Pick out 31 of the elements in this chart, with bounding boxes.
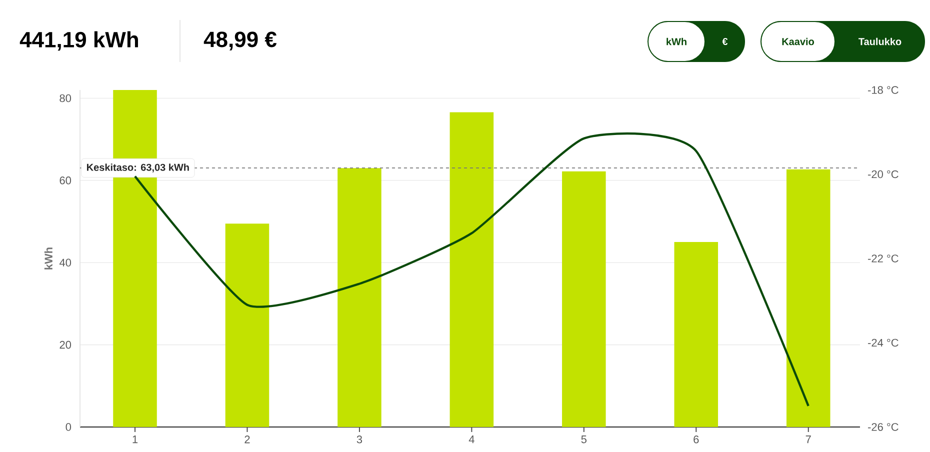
y2-tick-label: -18 °C xyxy=(868,86,898,94)
x-tick-label: 5 xyxy=(581,436,586,444)
bar xyxy=(562,171,606,427)
bar xyxy=(450,112,494,427)
x-tick-label: 3 xyxy=(356,436,362,444)
y-tick-label: 20 xyxy=(60,340,72,349)
y-tick-label: 80 xyxy=(60,94,72,102)
ref-line-label: Keskitaso: 63,03 kWh xyxy=(87,164,189,172)
y2-tick-label: -24 °C xyxy=(868,338,898,347)
chart-title: 441,19 kWh xyxy=(20,31,138,51)
y2-tick-label: -26 °C xyxy=(868,423,898,431)
x-tick-label: 6 xyxy=(694,436,699,444)
text: € xyxy=(722,38,728,46)
x-tick-label: 7 xyxy=(806,436,811,444)
text: Taulukko xyxy=(858,38,902,46)
y2-tick-label: -20 °C xyxy=(868,170,898,178)
bar xyxy=(786,169,830,427)
text: Kaavio xyxy=(782,38,814,46)
x-tick-label: 1 xyxy=(132,436,138,444)
chart-subtitle: 48,99 € xyxy=(204,32,277,50)
y-axis-title: kWh xyxy=(44,248,52,270)
y-tick-label: 40 xyxy=(59,258,72,266)
x-tick-label: 2 xyxy=(244,436,250,444)
x-tick-label: 4 xyxy=(468,436,474,444)
y2-tick-label: -22 °C xyxy=(868,254,898,262)
bar xyxy=(225,224,270,427)
y-tick-label: 0 xyxy=(66,423,72,431)
text: kWh xyxy=(666,38,686,46)
y-tick-label: 60 xyxy=(60,176,72,184)
bar xyxy=(674,242,718,427)
bar xyxy=(338,168,382,427)
